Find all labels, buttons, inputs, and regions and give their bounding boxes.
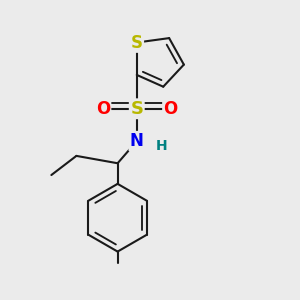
Text: O: O bbox=[164, 100, 178, 118]
Text: N: N bbox=[130, 132, 144, 150]
Text: H: H bbox=[156, 139, 168, 153]
Text: S: S bbox=[130, 100, 143, 118]
Text: S: S bbox=[131, 34, 143, 52]
Text: O: O bbox=[96, 100, 110, 118]
